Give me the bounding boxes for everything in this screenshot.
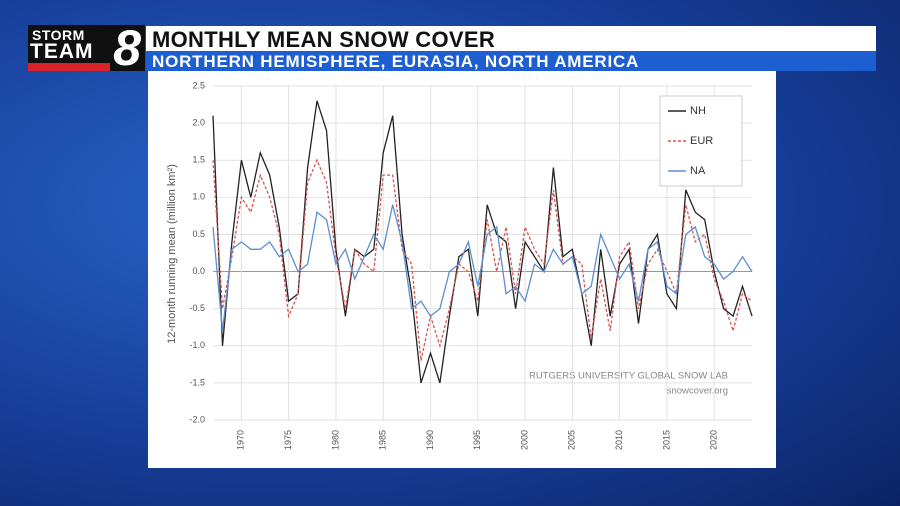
source-annotation: RUTGERS UNIVERSITY GLOBAL SNOW LAB	[529, 371, 728, 382]
y-axis-label: 12-month running mean (million km²)	[166, 164, 178, 344]
legend-label: NA	[690, 165, 706, 177]
y-tick-label: -0.5	[189, 303, 205, 313]
logo-storm: STORM	[32, 27, 85, 43]
y-tick-label: 2.0	[192, 117, 205, 127]
y-tick-label: 1.5	[192, 155, 205, 165]
x-tick-label: 1995	[472, 430, 482, 450]
chart: 12-month running mean (million km²) RUTG…	[148, 71, 776, 468]
y-tick-label: 1.0	[192, 192, 205, 202]
x-tick-label: 2005	[567, 430, 577, 450]
headline: MONTHLY MEAN SNOW COVER	[152, 27, 496, 52]
subtitle-bar: NORTHERN HEMISPHERE, EURASIA, NORTH AMER…	[146, 51, 876, 71]
y-tick-label: 0.5	[192, 229, 205, 239]
x-tick-label: 1985	[378, 430, 388, 450]
x-tick-label: 2010	[614, 430, 624, 450]
source-url: snowcover.org	[667, 386, 728, 397]
legend-label: NH	[690, 105, 706, 117]
x-tick-label: 2020	[709, 430, 719, 450]
x-tick-label: 2015	[661, 430, 671, 450]
y-tick-label: 0.0	[192, 266, 205, 276]
station-logo: STORM TEAM 8	[28, 20, 145, 76]
legend: NH EUR NA	[659, 95, 743, 187]
y-tick-label: -1.5	[189, 377, 205, 387]
legend-label: EUR	[690, 135, 713, 147]
y-tick-label: 2.5	[192, 80, 205, 90]
logo-stripe	[28, 63, 110, 71]
x-tick-label: 1990	[425, 430, 435, 450]
y-tick-label: -1.0	[189, 340, 205, 350]
series-line	[212, 158, 753, 361]
y-tick-label: -2.0	[189, 414, 205, 424]
x-tick-label: 2000	[519, 430, 529, 450]
series-line	[212, 204, 753, 331]
title-bar: MONTHLY MEAN SNOW COVER	[146, 26, 876, 52]
logo-number: 8	[113, 20, 141, 76]
x-tick-label: 1975	[283, 430, 293, 450]
x-tick-label: 1970	[236, 430, 246, 450]
x-tick-label: 1980	[330, 430, 340, 450]
subheadline: NORTHERN HEMISPHERE, EURASIA, NORTH AMER…	[152, 52, 640, 71]
logo-team: TEAM	[30, 40, 94, 63]
